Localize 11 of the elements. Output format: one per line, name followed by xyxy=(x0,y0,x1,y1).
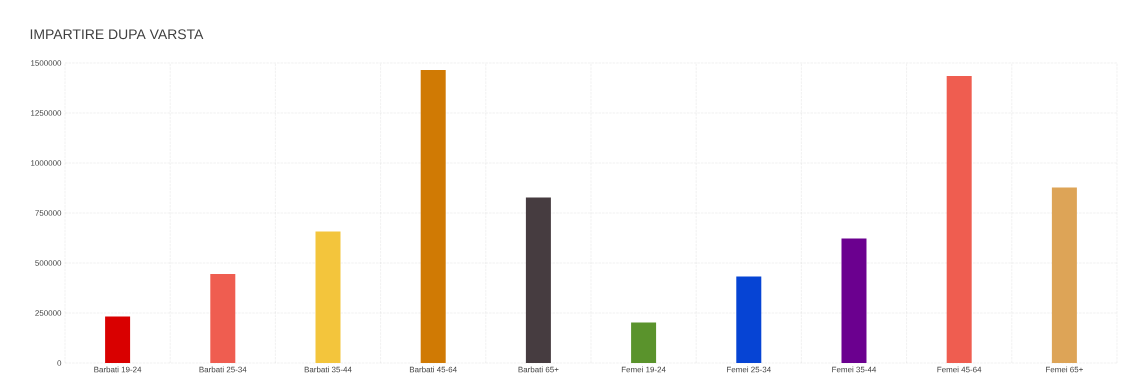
bar xyxy=(525,197,551,363)
bar xyxy=(946,76,972,363)
bar xyxy=(736,276,762,363)
bar xyxy=(315,231,341,363)
bar xyxy=(420,70,446,363)
bar xyxy=(105,316,131,363)
bar xyxy=(841,238,867,363)
bar xyxy=(631,322,657,363)
chart-title: IMPARTIRE DUPA VARSTA xyxy=(30,29,204,40)
bar xyxy=(210,274,236,363)
bar xyxy=(1051,187,1077,363)
